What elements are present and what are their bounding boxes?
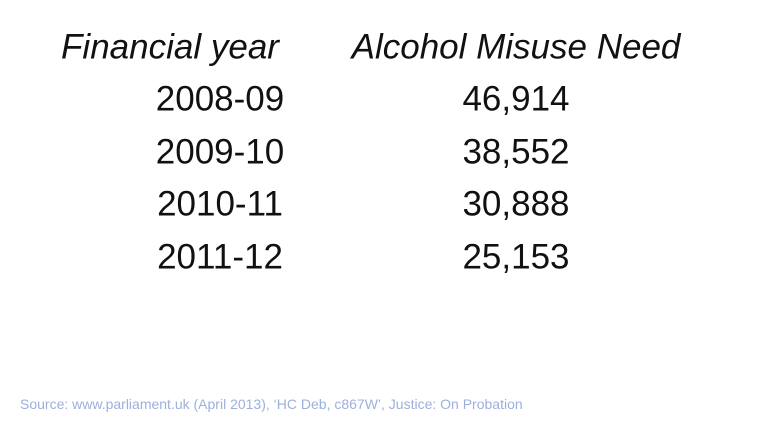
value-cell: 25,153 [462, 237, 570, 276]
value-cell: 38,552 [462, 132, 570, 171]
year-cell: 2011-12 [157, 237, 283, 276]
value-cell: 46,914 [462, 79, 570, 119]
column-header: Financial year [61, 27, 279, 67]
source-note: Source: www.parliament.uk (April 2013), … [20, 396, 523, 412]
year-cell: 2008-09 [155, 79, 285, 119]
year-cell: 2010-11 [157, 184, 283, 224]
column-header: Alcohol Misuse Need [351, 27, 681, 67]
value-cell: 30,888 [462, 184, 570, 224]
year-cell: 2009-10 [155, 132, 285, 171]
